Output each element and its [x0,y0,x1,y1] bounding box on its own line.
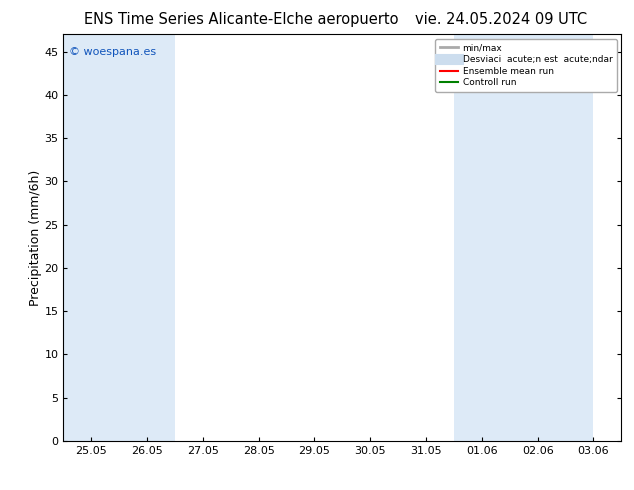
Y-axis label: Precipitation (mm/6h): Precipitation (mm/6h) [29,170,42,306]
Text: © woespana.es: © woespana.es [69,47,156,56]
Text: ENS Time Series Alicante-Elche aeropuerto: ENS Time Series Alicante-Elche aeropuert… [84,12,398,27]
Bar [63,34,175,441]
Bar [454,34,593,441]
Legend: min/max, Desviaci  acute;n est  acute;ndar, Ensemble mean run, Controll run: min/max, Desviaci acute;n est acute;ndar… [436,39,617,92]
Text: vie. 24.05.2024 09 UTC: vie. 24.05.2024 09 UTC [415,12,587,27]
